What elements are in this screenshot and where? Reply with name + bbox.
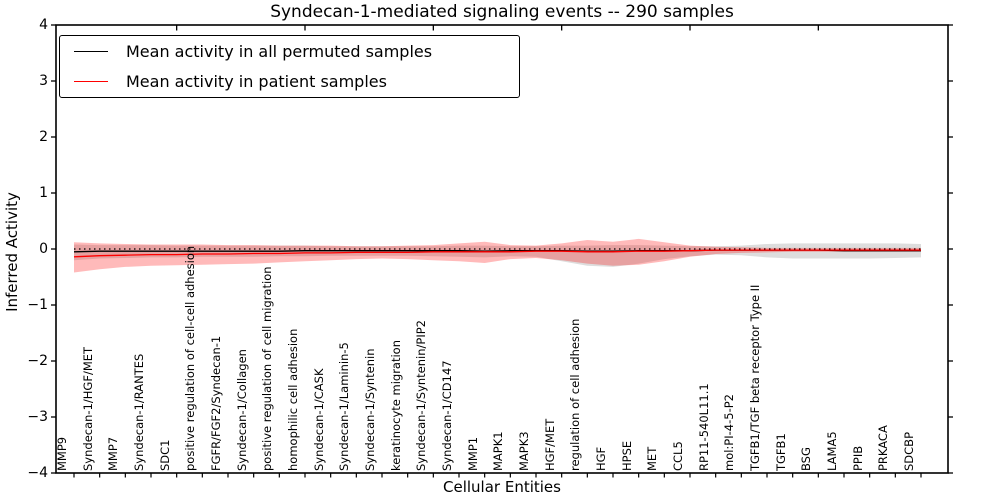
x-tick-label: Syndecan-1/Syntenin	[363, 348, 377, 471]
x-tick-label: BSG	[799, 447, 814, 471]
x-tick-label: Syndecan-1/CD147	[440, 360, 454, 471]
y-tick-label: −1	[27, 297, 48, 313]
x-tick-label: Syndecan-1/Syntenin/PIP2	[414, 320, 429, 471]
patient-band	[74, 238, 921, 273]
x-tick-label: LAMA5	[825, 431, 839, 471]
x-tick-label: CCL5	[671, 441, 685, 471]
x-tick-label: mol:PI-4-5-P2	[722, 394, 737, 471]
y-tick-label: 0	[39, 241, 48, 257]
x-tick-label: regulation of cell adhesion	[568, 318, 583, 471]
x-tick-label: positive regulation of cell migration	[260, 266, 275, 471]
x-axis-title: Cellular Entities	[443, 478, 561, 496]
legend-label: Mean activity in patient samples	[126, 71, 387, 91]
x-tick-label: TGFB1	[773, 433, 788, 471]
y-tick-label: −4	[27, 465, 48, 481]
x-tick-label: Syndecan-1/Collagen	[234, 349, 249, 471]
y-tick-label: −2	[27, 353, 48, 369]
chart-title: Syndecan-1-mediated signaling events -- …	[270, 2, 734, 22]
x-tick-label: MMP7	[106, 436, 121, 471]
y-tick-label: −3	[27, 409, 48, 425]
x-tick-label: SDCBP	[902, 431, 916, 471]
x-tick-label: HGF	[594, 446, 608, 471]
x-tick-label: Syndecan-1/HGF/MET	[80, 346, 95, 471]
x-tick-label: SDC1	[157, 439, 172, 471]
legend-entry-patient: Mean activity in patient samples	[60, 67, 519, 95]
x-tick-label: Syndecan-1/Laminin-5	[337, 342, 352, 471]
permuted-line-sample-icon	[74, 51, 108, 53]
x-tick-label: FGFR/FGF2/Syndecan-1	[209, 335, 223, 471]
x-tick-label: homophilic cell adhesion	[286, 328, 300, 471]
legend-entry-permuted: Mean activity in all permuted samples	[60, 38, 519, 66]
x-tick-label: HGF/MET	[542, 418, 557, 471]
x-tick-label: RP11-540L11.1	[696, 383, 711, 471]
x-tick-label: MET	[645, 446, 660, 471]
patient-mean-line	[73, 249, 921, 258]
y-tick-label: 2	[39, 129, 48, 145]
x-tick-label: PPIB	[850, 445, 865, 471]
x-tick-label: MMP9	[55, 436, 69, 471]
patient-line-sample-icon	[74, 80, 108, 82]
x-tick-label: MAPK3	[517, 431, 531, 471]
y-tick-label: 1	[39, 185, 48, 201]
legend-label: Mean activity in all permuted samples	[126, 42, 433, 62]
x-tick-label: PRKACA	[876, 425, 891, 471]
y-tick-label: 3	[39, 73, 48, 89]
x-tick-label: Syndecan-1/RANTES	[132, 353, 146, 471]
x-tick-label: TGFB1/TGF beta receptor Type II	[748, 284, 762, 471]
x-tick-label: MAPK1	[491, 431, 506, 471]
x-tick-label: MMP1	[465, 436, 480, 471]
x-tick-label: HPSE	[619, 440, 634, 471]
x-tick-label: keratinocyte migration	[388, 340, 403, 471]
y-tick-label: 4	[39, 17, 48, 33]
legend: Mean activity in all permuted samples Me…	[59, 35, 520, 98]
x-tick-label: Syndecan-1/CASK	[311, 368, 326, 471]
x-tick-label: positive regulation of cell-cell adhesio…	[183, 245, 198, 471]
